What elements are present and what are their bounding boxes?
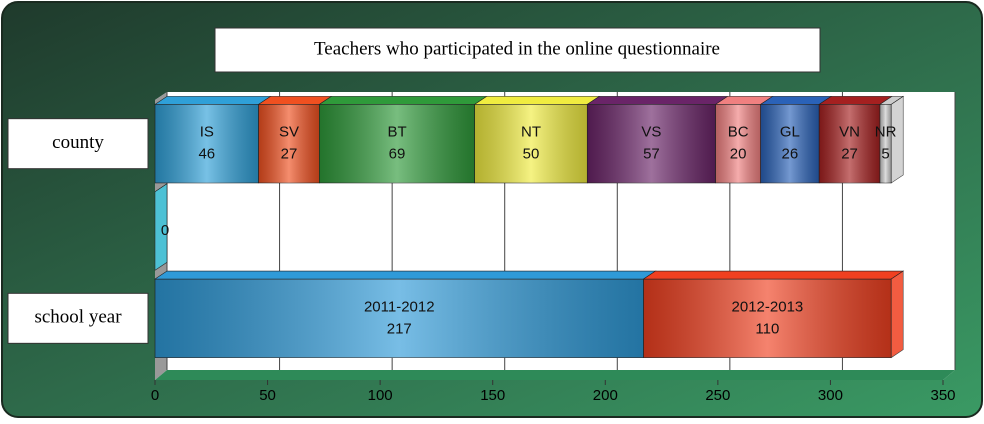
bar-side (890, 270, 904, 359)
segment-value: 50 (523, 146, 540, 163)
segment-value: 27 (281, 146, 298, 163)
bar-top (473, 96, 601, 105)
x-tick-label: 300 (818, 387, 843, 404)
bar-top (586, 96, 729, 105)
segment-value: 110 (755, 320, 779, 337)
category-box (7, 292, 149, 344)
bar-shine (474, 104, 588, 183)
segment-name: NR (875, 124, 897, 141)
x-tick-label: 100 (368, 387, 393, 404)
y-tick-label: county (52, 132, 104, 153)
segment-value: 57 (643, 146, 660, 163)
bar-shine (258, 104, 320, 183)
segment-value: 46 (198, 146, 215, 163)
bar-shine (819, 104, 880, 183)
bar-shine (587, 104, 716, 183)
bar-top (257, 96, 333, 105)
segment-value: 69 (389, 146, 406, 163)
segment-name: BT (387, 124, 406, 141)
segment-name: BC (728, 124, 749, 141)
bar-top (642, 270, 905, 280)
bar-shine (155, 279, 644, 358)
bar-side (890, 95, 904, 184)
x-tick-label: 250 (705, 387, 730, 404)
bar-shine (715, 104, 761, 183)
bar-shine (643, 279, 892, 358)
floor (155, 370, 955, 380)
segment-value: 217 (387, 320, 412, 337)
bar-shine (319, 104, 475, 183)
x-tick-label: 200 (593, 387, 618, 404)
segment-value: 26 (782, 146, 799, 163)
segment-name: SV (279, 124, 299, 141)
x-tick-label: 150 (480, 387, 505, 404)
segment-value: 0 (161, 222, 169, 239)
segment-name: NT (521, 124, 541, 141)
segment-value: 5 (881, 146, 889, 163)
bar-shine (760, 104, 820, 183)
title-box (214, 27, 821, 73)
segment-name: GL (780, 124, 800, 141)
segment-name: VS (641, 124, 661, 141)
bar-shine (879, 104, 892, 183)
chart-title: Teachers who participated in the online … (314, 38, 720, 59)
segment-value: 27 (841, 146, 858, 163)
segment-name: 2011-2012 (364, 298, 435, 315)
segment-name: 2012-2013 (732, 298, 804, 315)
y-tick-label: school year (34, 307, 122, 328)
x-tick-label: 350 (930, 387, 955, 404)
bar-top (154, 270, 657, 280)
segment-value: 20 (730, 146, 747, 163)
segment-name: IS (200, 124, 214, 141)
x-tick-label: 0 (151, 387, 159, 404)
bar-top (154, 96, 272, 105)
bar-shine (155, 104, 259, 183)
bar-side (154, 183, 168, 271)
category-box (7, 118, 149, 170)
x-tick-label: 50 (259, 387, 276, 404)
bar-top (818, 96, 893, 105)
bar-top (318, 96, 488, 105)
segment-name: VN (839, 124, 860, 141)
